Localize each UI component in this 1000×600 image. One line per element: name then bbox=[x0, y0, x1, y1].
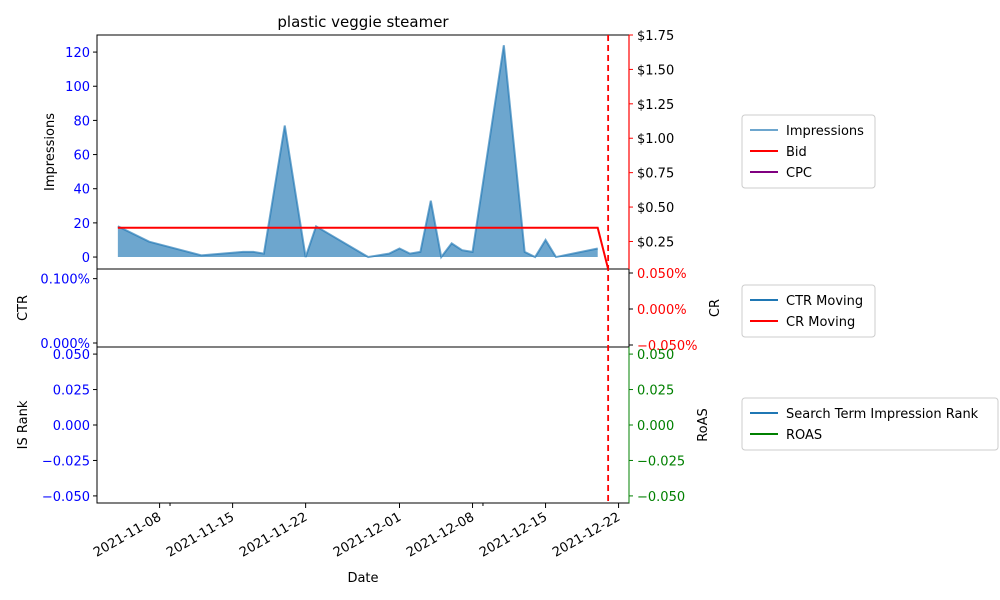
x-tick-label: 2021-12-15 bbox=[477, 510, 550, 561]
bid-tick-label: $1.75 bbox=[637, 29, 674, 44]
roas-axis-label: RoAS bbox=[696, 408, 711, 442]
ctr-panel-frame bbox=[96, 268, 630, 348]
x-tick-label: 2021-11-22 bbox=[237, 510, 310, 561]
roas-tick-label: 0.025 bbox=[637, 384, 674, 399]
cr-axis-label: CR bbox=[708, 299, 723, 317]
impressions-tick-label: 120 bbox=[65, 46, 90, 61]
legend-impressions-label: CPC bbox=[786, 166, 812, 181]
legend-impressions-label: Impressions bbox=[786, 124, 864, 139]
legend-is-rank-label: Search Term Impression Rank bbox=[786, 407, 979, 422]
x-tick-label: 2021-11-15 bbox=[164, 510, 237, 561]
bid-tick-label: $0.50 bbox=[637, 201, 674, 216]
x-tick-label: 2021-11-08 bbox=[91, 510, 164, 561]
is-rank-tick-label: 0.000 bbox=[53, 419, 90, 434]
legend-ctr-label: CR Moving bbox=[786, 315, 855, 330]
impressions-tick-label: 100 bbox=[65, 80, 90, 95]
impressions-tick-label: 0 bbox=[82, 251, 90, 266]
cr-tick-label: 0.050% bbox=[637, 267, 687, 282]
roas-tick-label: −0.025 bbox=[637, 454, 685, 469]
legend-is-rank-box bbox=[741, 397, 999, 451]
is-rank-tick-label: −0.050 bbox=[42, 490, 90, 505]
bid-tick-label: $1.00 bbox=[637, 132, 674, 147]
roas-tick-label: −0.050 bbox=[637, 490, 685, 505]
impressions-line bbox=[117, 45, 598, 260]
ctr-tick-label: 0.100% bbox=[40, 273, 90, 288]
x-tick-label: 2021-12-08 bbox=[404, 510, 477, 561]
bid-line bbox=[117, 226, 610, 270]
bid-tick-label: $0.25 bbox=[637, 235, 674, 250]
impressions-tick-label: 20 bbox=[73, 217, 90, 232]
impressions-area bbox=[117, 45, 598, 258]
legend-ctr-box bbox=[741, 284, 876, 338]
x-tick-label: 2021-12-01 bbox=[331, 510, 404, 561]
legend-impressions-box bbox=[741, 114, 876, 189]
cr-tick-label: −0.050% bbox=[637, 339, 697, 354]
is-rank-tick-label: −0.025 bbox=[42, 454, 90, 469]
bid-tick-label: $0.75 bbox=[637, 167, 674, 182]
impressions-tick-label: 40 bbox=[73, 183, 90, 198]
bid-tick-label: $1.50 bbox=[637, 63, 674, 78]
x-tick-label: 2021-12-22 bbox=[550, 510, 623, 561]
is-rank-axis-label: IS Rank bbox=[16, 400, 31, 449]
impressions-panel-frame bbox=[96, 34, 630, 270]
is-rank-panel-frame bbox=[96, 346, 630, 504]
impressions-axis-label: Impressions bbox=[43, 113, 58, 191]
is-rank-tick-label: 0.050 bbox=[53, 348, 90, 363]
legend-is-rank-label: ROAS bbox=[786, 428, 822, 443]
impressions-tick-label: 80 bbox=[73, 114, 90, 129]
bid-tick-label: $1.25 bbox=[637, 98, 674, 113]
is-rank-tick-label: 0.025 bbox=[53, 384, 90, 399]
chart-title: plastic veggie steamer bbox=[277, 13, 449, 31]
cr-tick-label: 0.000% bbox=[637, 303, 687, 318]
legend-impressions-label: Bid bbox=[786, 145, 807, 160]
ctr-tick-label: 0.000% bbox=[40, 337, 90, 352]
legend-ctr-label: CTR Moving bbox=[786, 294, 863, 309]
x-axis-label: Date bbox=[347, 571, 378, 586]
roas-tick-label: 0.000 bbox=[637, 419, 674, 434]
ctr-axis-label: CTR bbox=[16, 295, 31, 321]
roas-tick-label: 0.050 bbox=[637, 348, 674, 363]
impressions-tick-label: 60 bbox=[73, 149, 90, 164]
